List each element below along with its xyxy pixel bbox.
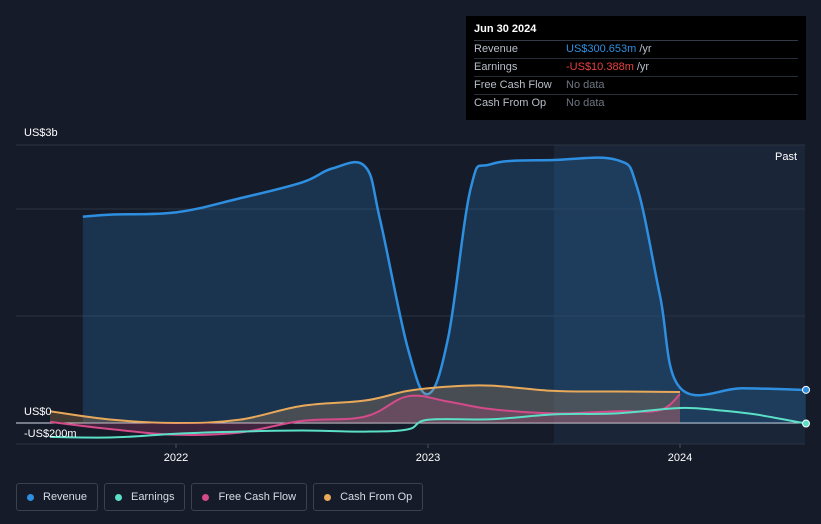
legend: Revenue Earnings Free Cash Flow Cash From O… — [16, 483, 424, 511]
y-axis-bottom-label: -US$200m — [24, 428, 77, 440]
cash-from-op-line — [49, 384, 681, 425]
series-layer — [49, 156, 810, 439]
x-tick-label: 2023 — [416, 452, 440, 464]
tooltip-row-label: Free Cash Flow — [474, 79, 552, 91]
legend-item-revenue[interactable]: Revenue — [16, 483, 99, 511]
x-axis: 2022 2023 2024 — [164, 444, 692, 464]
x-tick-label: 2022 — [164, 452, 188, 464]
legend-label: Free Cash Flow — [218, 491, 297, 503]
legend-item-cash-from-op[interactable]: Cash From Op — [313, 483, 424, 511]
tooltip-row-unit: /yr — [639, 43, 652, 55]
tooltip-row: Free Cash Flow No data — [474, 77, 798, 95]
tooltip-row: Revenue US$300.653m/yr — [474, 41, 798, 59]
tooltip-row: Earnings -US$10.388m/yr — [474, 59, 798, 77]
tooltip-date: Jun 30 2024 — [474, 23, 798, 41]
revenue-line — [82, 156, 807, 397]
legend-dot-icon — [202, 493, 210, 501]
tooltip-row: Cash From Op No data — [474, 95, 798, 112]
tooltip-row-value: No data — [566, 79, 605, 91]
legend-item-earnings[interactable]: Earnings — [104, 483, 186, 511]
legend-item-free-cash-flow[interactable]: Free Cash Flow — [191, 483, 308, 511]
earnings-line — [49, 406, 807, 439]
earnings-end-marker[interactable] — [802, 419, 810, 428]
revenue-end-marker[interactable] — [802, 385, 810, 394]
y-axis-zero-label: US$0 — [24, 406, 52, 418]
data-tooltip: Jun 30 2024 Revenue US$300.653m/yr Earning… — [466, 16, 806, 120]
free-cash-flow-area — [50, 394, 680, 436]
cash-from-op-area — [50, 385, 680, 423]
free-cash-flow-line — [49, 393, 681, 437]
tooltip-row-value: No data — [566, 97, 605, 109]
past-label: Past — [775, 151, 797, 163]
legend-label: Earnings — [131, 491, 175, 503]
legend-dot-icon — [115, 493, 123, 501]
legend-dot-icon — [27, 493, 34, 501]
legend-label: Cash From Op — [340, 491, 413, 503]
revenue-area — [82, 157, 807, 423]
tooltip-row-label: Revenue — [474, 43, 519, 55]
tooltip-row-label: Earnings — [474, 61, 518, 73]
tooltip-row-value: -US$10.388m — [566, 61, 634, 73]
x-tick-label: 2024 — [668, 452, 692, 464]
legend-dot-icon — [324, 493, 332, 501]
legend-label: Revenue — [43, 491, 88, 503]
tooltip-row-value: US$300.653m — [566, 43, 637, 55]
tooltip-row-unit: /yr — [636, 61, 650, 73]
y-axis-top-label: US$3b — [24, 127, 58, 139]
tooltip-row-label: Cash From Op — [474, 97, 547, 109]
